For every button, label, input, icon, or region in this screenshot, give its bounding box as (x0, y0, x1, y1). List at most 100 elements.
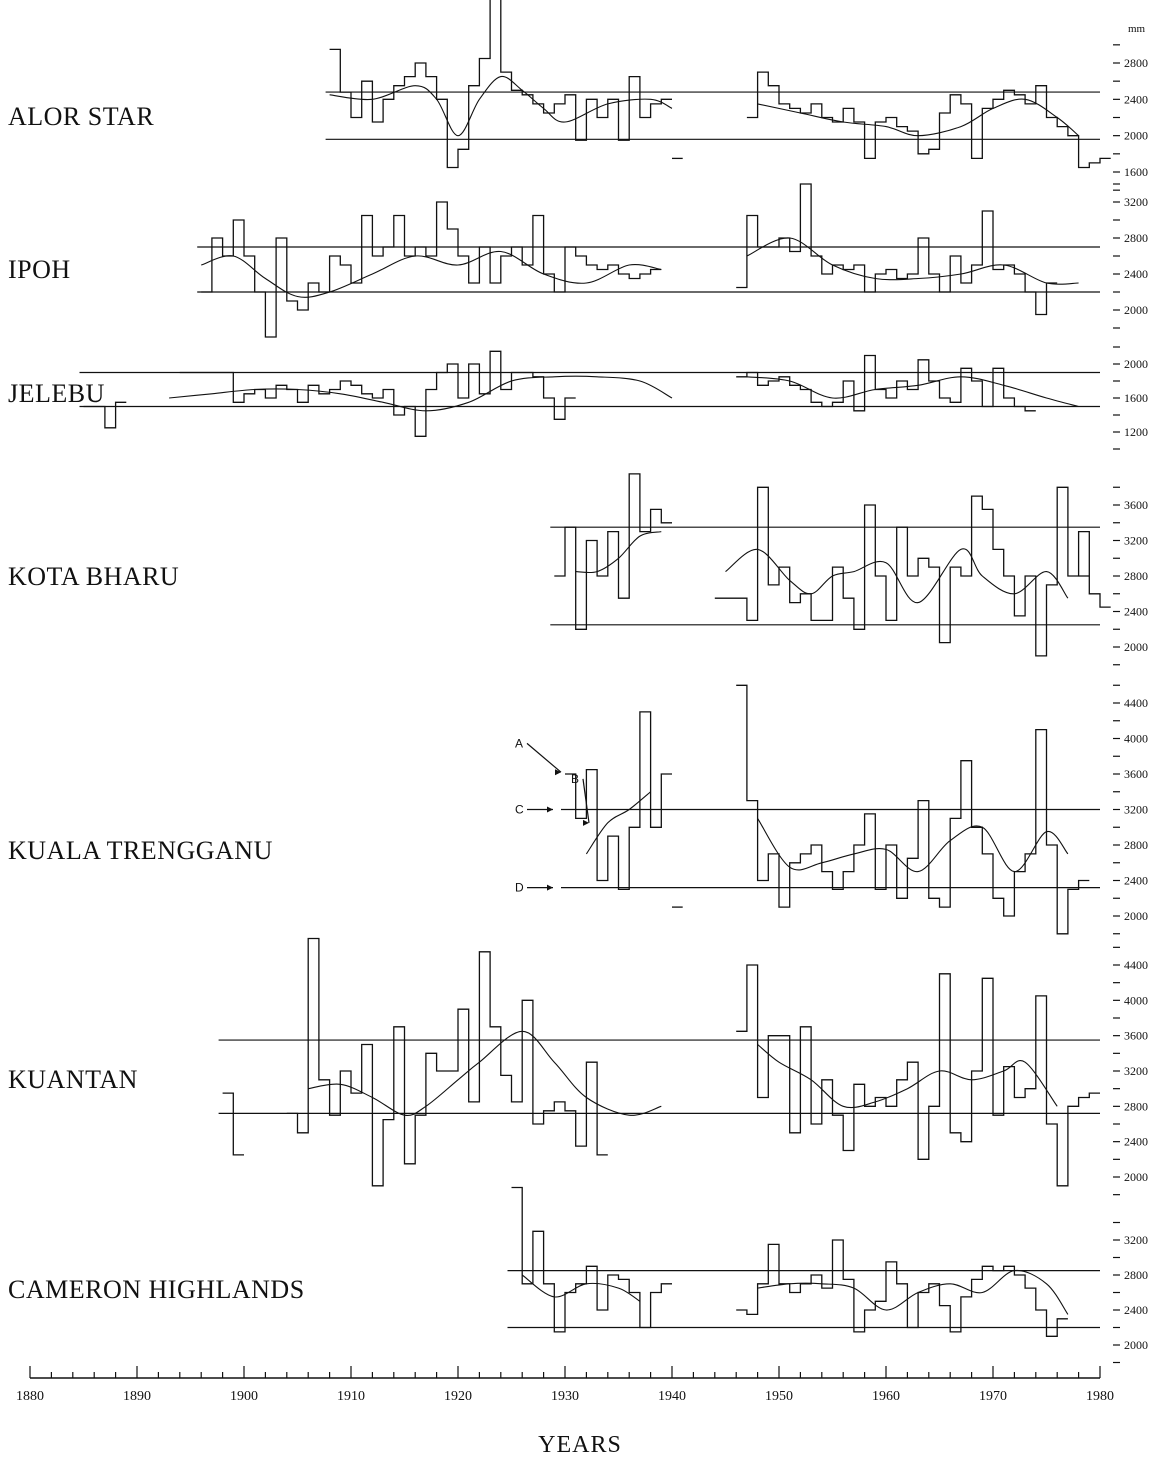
jelebu-annual-step-series-1 (83, 401, 127, 429)
cameron-highlands-y-tick-label: 3200 (1124, 1233, 1148, 1247)
kuala-trengganu-y-tick-label: 4000 (1124, 732, 1148, 746)
x-tick-label: 1950 (765, 1389, 793, 1404)
x-tick-label: 1920 (444, 1389, 472, 1404)
x-axis: 1880 1890 1900 1910 1920 1930 1940 1950 1960 1970… (16, 1366, 1114, 1404)
kuala-trengganu-annual-step-series-3 (736, 684, 1090, 935)
annotation-arrowhead (583, 819, 589, 826)
x-tick-label: 1910 (337, 1389, 365, 1404)
x-axis-title: YEARS (538, 1432, 622, 1458)
jelebu-annual-step-series-2 (179, 350, 576, 437)
x-tick-label: 1940 (658, 1389, 686, 1404)
ipoh-y-tick-label: 2000 (1124, 303, 1148, 317)
alor-star-y-tick-label: 2400 (1124, 92, 1148, 106)
cameron-highlands-y-tick-label: 2000 (1124, 1338, 1148, 1352)
annotation-arrow (582, 778, 590, 823)
cameron-highlands-label: CAMERON HIGHLANDS (8, 1275, 305, 1304)
x-tick-label: 1880 (16, 1389, 44, 1404)
annotation-a: A (515, 736, 523, 750)
ipoh-label: IPOH (8, 255, 71, 284)
alor-star-annual-step-series-3 (746, 71, 1111, 169)
kuala-trengganu-smoothed-curve-2 (757, 818, 1069, 873)
kuala-trengganu-y-tick-label: 2400 (1124, 874, 1148, 888)
annotation-arrowhead (555, 769, 561, 776)
cameron-highlands-annual-step-series-1 (511, 1186, 672, 1333)
ipoh-annual-step-series-2 (201, 201, 662, 338)
ipoh-smoothed-curve-2 (746, 237, 1079, 285)
ipoh-smoothed-curve-1 (201, 250, 662, 298)
kuala-trengganu-panel: KUALA TRENGGANU 2000 2400 2800 3200 3600 4000 4… (8, 684, 1148, 935)
cameron-highlands-panel: CAMERON HIGHLANDS 2000 2400 2800 3200 (8, 1186, 1148, 1364)
kuantan-smoothed-curve-1 (308, 1030, 662, 1117)
jelebu-y-tick-label: 1600 (1124, 391, 1148, 405)
alor-star-y-tick-label: 2000 (1124, 129, 1148, 143)
kuala-trengganu-y-tick-label: 2000 (1124, 909, 1148, 923)
kuala-trengganu-y-tick-label: 4400 (1124, 696, 1148, 710)
x-tick-label: 1960 (872, 1389, 900, 1404)
kuala-trengganu-y-tick-label: 3200 (1124, 803, 1148, 817)
kuantan-y-tick-label: 4000 (1124, 993, 1148, 1007)
kota-bharu-y-tick-label: 2800 (1124, 569, 1148, 583)
kuala-trengganu-y-tick-label: 2800 (1124, 838, 1148, 852)
kuala-trengganu-y-tick-label: 3600 (1124, 767, 1148, 781)
alor-star-panel: ALOR STAR 1600 2000 2400 2800 (8, 0, 1148, 191)
jelebu-panel: JELEBU 1200 1600 2000 (8, 346, 1148, 450)
kuala-trengganu-label: KUALA TRENGGANU (8, 836, 273, 865)
annotation-c: C (515, 803, 524, 817)
kuantan-y-tick-label: 2000 (1124, 1170, 1148, 1184)
alor-star-smoothed-curve-1 (329, 75, 673, 137)
cameron-highlands-smoothed-curve-1 (521, 1274, 641, 1302)
kota-bharu-y-tick-label: 2400 (1124, 605, 1148, 619)
alor-star-y-tick-label: 1600 (1124, 165, 1148, 179)
cameron-highlands-annual-step-series-2 (736, 1239, 1068, 1337)
jelebu-label: JELEBU (8, 379, 105, 408)
kuantan-annual-step-series-3 (736, 964, 1100, 1187)
kuantan-y-tick-label: 3200 (1124, 1064, 1148, 1078)
cameron-highlands-y-tick-label: 2400 (1124, 1303, 1148, 1317)
annotation-d: D (515, 881, 524, 895)
annotation-arrow (526, 742, 562, 773)
alor-star-label: ALOR STAR (8, 102, 154, 131)
ipoh-y-tick-label: 2400 (1124, 267, 1148, 281)
kota-bharu-label: KOTA BHARU (8, 562, 179, 591)
kota-bharu-smoothed-curve-2 (725, 548, 1069, 604)
annotation-arrowhead (547, 806, 553, 813)
jelebu-y-tick-label: 1200 (1124, 425, 1148, 439)
kuantan-y-tick-label: 4400 (1124, 958, 1148, 972)
jelebu-y-tick-label: 2000 (1124, 357, 1148, 371)
x-tick-label: 1980 (1086, 1389, 1114, 1404)
kuantan-annual-step-series-2 (286, 937, 608, 1187)
station-panels: ALOR STAR 1600 2000 2400 2800 IPOH 2000 2400 280… (8, 0, 1148, 1364)
kuantan-y-tick-label: 2800 (1124, 1099, 1148, 1113)
kota-bharu-y-tick-label: 3600 (1124, 498, 1148, 512)
x-tick-label: 1930 (551, 1389, 579, 1404)
x-tick-label: 1890 (123, 1389, 151, 1404)
jelebu-smoothed-curve-2 (746, 376, 1079, 408)
alor-star-y-tick-label: 2800 (1124, 56, 1148, 70)
kuantan-y-tick-label: 2400 (1124, 1135, 1148, 1149)
kuantan-y-tick-label: 3600 (1124, 1029, 1148, 1043)
x-tick-label: 1970 (979, 1389, 1007, 1404)
kuala-trengganu-smoothed-curve-1 (585, 791, 651, 855)
alor-star-smoothed-curve-2 (757, 98, 1079, 137)
cameron-highlands-smoothed-curve-2 (757, 1269, 1069, 1315)
jelebu-smoothed-curve-1 (169, 375, 673, 412)
unit-label: mm (1128, 23, 1146, 35)
ipoh-annual-step-series-3 (736, 183, 1058, 316)
annotation-b: B (571, 772, 579, 786)
kuala-trengganu-annual-step-series-1 (565, 711, 672, 891)
kota-bharu-y-tick-label: 2000 (1124, 640, 1148, 654)
kuantan-panel: KUANTAN 2000 2400 2800 3200 3600 4000 4400 (8, 937, 1148, 1196)
x-tick-label: 1900 (230, 1389, 258, 1404)
kota-bharu-y-tick-label: 3200 (1124, 534, 1148, 548)
kuantan-smoothed-curve-2 (757, 1044, 1058, 1109)
kuantan-annual-step-series-1 (222, 1092, 244, 1156)
cameron-highlands-y-tick-label: 2800 (1124, 1268, 1148, 1282)
kota-bharu-annual-step-series-2 (714, 486, 1111, 657)
kota-bharu-smoothed-curve-1 (575, 531, 662, 574)
ipoh-panel: IPOH 2000 2400 2800 3200 (8, 183, 1148, 338)
kota-bharu-panel: KOTA BHARU 2000 2400 2800 3200 3600 (8, 473, 1148, 666)
alor-star-annual-step-series-1 (329, 0, 672, 169)
ipoh-y-tick-label: 2800 (1124, 231, 1148, 245)
kuantan-label: KUANTAN (8, 1065, 138, 1094)
